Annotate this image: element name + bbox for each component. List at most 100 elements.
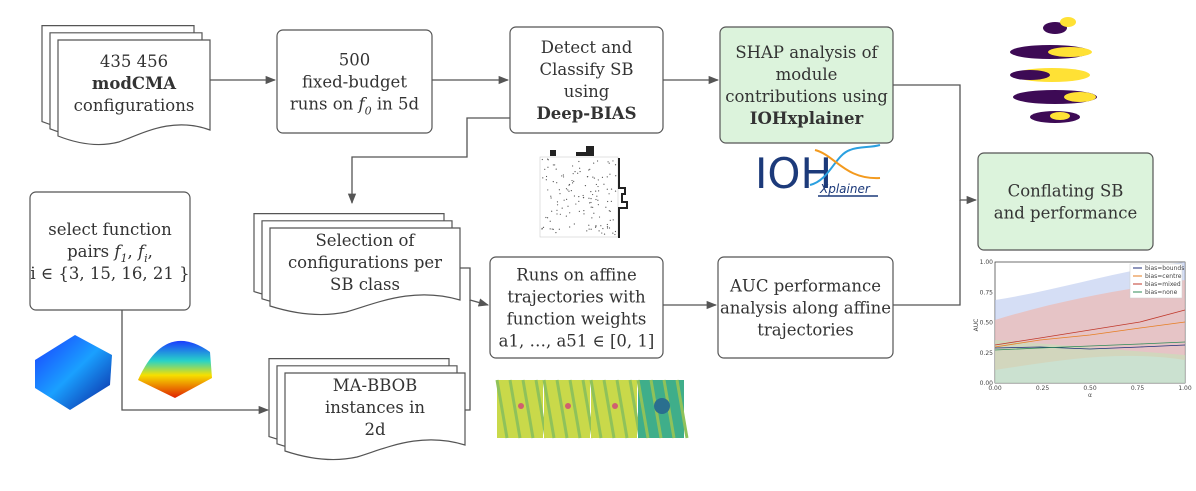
scatter-dot bbox=[590, 206, 592, 208]
node-label: trajectories with bbox=[507, 288, 646, 307]
node-label: instances in bbox=[325, 398, 425, 417]
y-tick-label: 0.75 bbox=[980, 289, 994, 296]
scatter-dot bbox=[608, 162, 610, 164]
node-doc bbox=[284, 372, 466, 461]
scatter-dot bbox=[608, 193, 610, 195]
node-label: modCMA bbox=[92, 74, 176, 93]
scatter-dot bbox=[595, 183, 597, 186]
scatter-dot bbox=[556, 209, 558, 211]
scatter-dot bbox=[590, 201, 592, 204]
surface-plot bbox=[138, 340, 212, 398]
scatter-frame bbox=[539, 156, 619, 238]
scatter-dot bbox=[608, 210, 610, 212]
scatter-dot bbox=[605, 206, 607, 208]
y-tick-label: 0.00 bbox=[980, 380, 994, 387]
scatter-dot bbox=[606, 226, 609, 228]
scatter-dot bbox=[609, 173, 611, 175]
scatter-dot bbox=[559, 193, 561, 195]
scatter-dot bbox=[573, 180, 575, 183]
x-axis-label: α bbox=[1088, 392, 1092, 399]
scatter-dot bbox=[597, 185, 599, 188]
scatter-dot bbox=[545, 175, 548, 178]
scatter-dot bbox=[570, 190, 572, 192]
scatter-dot bbox=[598, 216, 601, 218]
scatter-dot bbox=[582, 194, 584, 197]
scatter-dot bbox=[593, 212, 595, 214]
scatter-dot bbox=[592, 176, 594, 178]
scatter-dot bbox=[601, 232, 603, 234]
scatter-dot bbox=[552, 228, 554, 230]
node-box bbox=[29, 191, 191, 311]
scatter-dot bbox=[545, 216, 547, 219]
scatter-dot bbox=[554, 164, 556, 166]
scatter-dot bbox=[578, 160, 580, 163]
scatter-dot bbox=[577, 172, 579, 174]
logo-main: IOH bbox=[755, 149, 832, 198]
scatter-dot bbox=[541, 227, 543, 229]
scatter-dot bbox=[579, 170, 581, 173]
scatter-dot bbox=[571, 182, 574, 184]
scatter-dot bbox=[590, 198, 592, 200]
node-box bbox=[977, 152, 1154, 251]
scatter-dot bbox=[595, 190, 597, 192]
node-label: 2d bbox=[364, 420, 385, 439]
heatmap-stripe bbox=[555, 379, 569, 439]
arrow bbox=[460, 267, 490, 307]
marginal-hist bbox=[618, 158, 628, 238]
scatter-dot bbox=[615, 175, 617, 177]
arrow bbox=[893, 200, 961, 306]
scatter-dot bbox=[609, 210, 611, 212]
scatter-dot bbox=[608, 227, 611, 229]
scatter-dot bbox=[610, 200, 612, 202]
node-doc bbox=[269, 227, 461, 316]
arrow bbox=[465, 300, 471, 411]
node-box bbox=[489, 256, 664, 359]
scatter-dot bbox=[588, 169, 590, 171]
scatter-dot bbox=[552, 181, 554, 183]
node-label: configurations per bbox=[288, 253, 442, 272]
logo-sub: Xplainer bbox=[819, 182, 871, 196]
node-box bbox=[717, 256, 894, 359]
scatter-dot bbox=[547, 159, 549, 161]
heatmap-center bbox=[612, 403, 618, 409]
scatter-dot bbox=[591, 217, 593, 219]
scatter-dot bbox=[614, 190, 617, 192]
heatmap-stripe bbox=[675, 379, 689, 439]
heatmap-stripe bbox=[508, 379, 522, 439]
scatter-dot bbox=[556, 182, 558, 184]
scatter-dot bbox=[592, 193, 594, 196]
scatter-dot bbox=[595, 225, 597, 227]
scatter-dot bbox=[547, 189, 549, 191]
scatter-dot bbox=[603, 183, 605, 185]
scatter-dot bbox=[606, 223, 608, 226]
x-tick-label: 1.00 bbox=[1178, 385, 1192, 392]
node-label: a1, …, a51 ∈ [0, 1] bbox=[499, 332, 655, 351]
surface-plot bbox=[35, 335, 112, 410]
scatter-dot bbox=[542, 177, 544, 179]
legend-label: bias=bounds bbox=[1145, 265, 1184, 272]
scatter-dot bbox=[606, 188, 608, 190]
heatmap-stripe bbox=[521, 379, 535, 439]
scatter-dot bbox=[571, 179, 573, 182]
node-label: Conflating SB bbox=[1008, 182, 1124, 201]
node-label: select function bbox=[48, 220, 172, 239]
scatter-dot bbox=[544, 168, 546, 170]
scatter-dot bbox=[558, 228, 560, 230]
scatter-dot bbox=[561, 175, 563, 177]
scatter-dot bbox=[556, 213, 558, 215]
arrow bbox=[893, 84, 978, 205]
scatter-dot bbox=[593, 177, 596, 179]
scatter-dot bbox=[589, 168, 591, 170]
logo-curve bbox=[809, 144, 881, 186]
scatter-dot bbox=[586, 230, 588, 232]
scatter-dot bbox=[612, 232, 614, 234]
node-box bbox=[719, 26, 894, 144]
scatter-dot bbox=[546, 217, 549, 219]
heatmap-stripe bbox=[636, 379, 650, 439]
scatter-dot bbox=[567, 205, 569, 207]
scatter-dot bbox=[556, 201, 559, 203]
scatter-dot bbox=[558, 189, 560, 191]
scatter-dot bbox=[551, 228, 553, 230]
legend-label: bias=none bbox=[1145, 289, 1178, 296]
